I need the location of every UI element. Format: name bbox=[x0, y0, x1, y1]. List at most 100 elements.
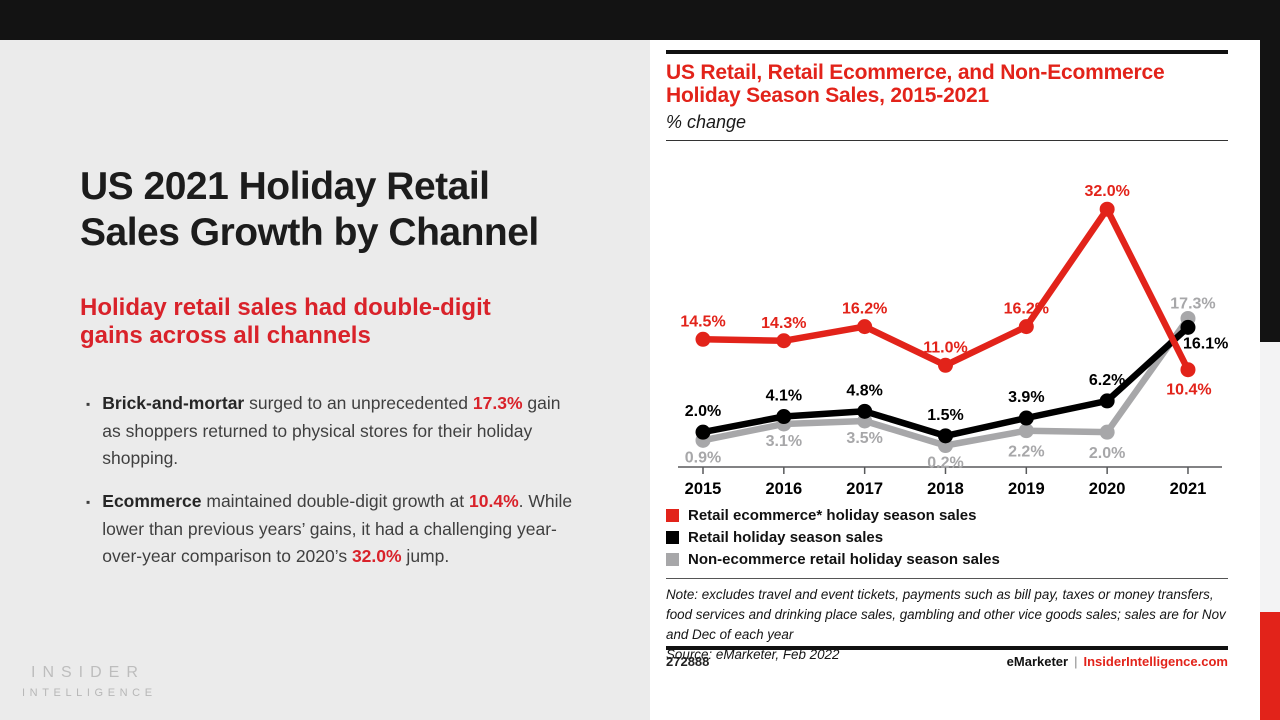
top-bar bbox=[0, 0, 1280, 40]
value-label: 11.0% bbox=[923, 339, 967, 356]
data-point bbox=[1099, 201, 1115, 217]
text-segment: 10.4% bbox=[469, 490, 519, 511]
data-point bbox=[1099, 393, 1115, 409]
value-label: 16.1% bbox=[1183, 335, 1228, 352]
slide-subtitle-line-2: gains across all channels bbox=[80, 322, 371, 350]
value-label: 3.1% bbox=[766, 433, 802, 450]
year-label: 2016 bbox=[765, 480, 802, 498]
year-label: 2017 bbox=[846, 480, 883, 498]
data-point bbox=[695, 331, 711, 347]
brand-site-link: InsiderIntelligence.com bbox=[1083, 654, 1229, 669]
text-segment: 17.3% bbox=[472, 393, 523, 413]
data-point bbox=[1180, 319, 1196, 335]
line-chart: 2015 2016 2017 2018 2019 2020 2021 0.9% 3.1% 3.5%… bbox=[678, 183, 1228, 498]
legend-label: Non-ecommerce retail holiday season sale… bbox=[688, 551, 1000, 568]
year-label: 2015 bbox=[685, 480, 722, 498]
data-point bbox=[776, 409, 792, 425]
logo-line-intelligence: INTELLIGENCE bbox=[22, 687, 157, 699]
value-label: 10.4% bbox=[1166, 382, 1211, 399]
bullet-item: ▪ Ecommerce maintained double-digit grow… bbox=[86, 488, 586, 571]
legend-item: Retail ecommerce* holiday season sales bbox=[666, 507, 1000, 524]
side-strip-black bbox=[1260, 40, 1280, 342]
year-label: 2019 bbox=[1008, 480, 1045, 498]
slide-subtitle-line-1: Holiday retail sales had double-digit bbox=[80, 294, 491, 321]
value-label: 16.2% bbox=[842, 301, 887, 318]
legend-label: Retail ecommerce* holiday season sales bbox=[688, 507, 977, 524]
data-point bbox=[1018, 410, 1034, 426]
value-label: 2.0% bbox=[1089, 445, 1125, 462]
value-label: 3.9% bbox=[1008, 389, 1044, 406]
legend-swatch-icon bbox=[666, 553, 679, 566]
text-segment: Ecommerce bbox=[102, 490, 202, 511]
legend-label: Retail holiday season sales bbox=[688, 529, 884, 546]
legend-item: Retail holiday season sales bbox=[666, 529, 1000, 546]
value-label: 32.0% bbox=[1084, 183, 1129, 200]
year-label: 2020 bbox=[1089, 480, 1126, 498]
value-label: 0.2% bbox=[927, 455, 963, 472]
chart-bottom-rule bbox=[666, 646, 1228, 650]
data-point bbox=[937, 428, 953, 444]
chart-header-rule bbox=[666, 140, 1228, 142]
side-strip-red bbox=[1260, 612, 1280, 720]
value-label: 6.2% bbox=[1089, 372, 1125, 389]
text-segment: maintained double-digit growth at bbox=[201, 490, 470, 511]
chart-legend: Retail ecommerce* holiday season sales Re… bbox=[666, 507, 1000, 573]
bullet-marker-icon: ▪ bbox=[86, 397, 91, 411]
text-segment: jump. bbox=[401, 546, 450, 567]
chart-title-line-1: US Retail, Retail Ecommerce, and Non-Eco… bbox=[666, 61, 1165, 84]
value-label: 17.3% bbox=[1170, 295, 1215, 312]
chart-panel bbox=[650, 40, 1260, 720]
note-text: Note: excludes travel and event tickets,… bbox=[666, 587, 1226, 643]
value-label: 16.2% bbox=[1004, 301, 1049, 318]
value-label: 3.5% bbox=[846, 430, 882, 447]
data-point bbox=[857, 403, 873, 419]
value-label: 1.5% bbox=[927, 407, 963, 424]
value-label: 14.3% bbox=[761, 315, 806, 332]
side-strip-gray bbox=[1260, 342, 1280, 612]
left-panel bbox=[0, 40, 650, 720]
text-segment: Brick-and-mortar bbox=[102, 393, 245, 413]
slide-title: US 2021 Holiday Retail Sales Growth by C… bbox=[80, 164, 640, 256]
chart-title: US Retail, Retail Ecommerce, and Non-Eco… bbox=[666, 61, 1228, 107]
source-text: Source: eMarketer, Feb 2022 bbox=[666, 647, 840, 663]
value-label: 0.9% bbox=[685, 449, 721, 466]
text-segment: 32.0% bbox=[351, 546, 402, 567]
bullet-item: ▪ Brick-and-mortar surged to an unpreced… bbox=[86, 390, 586, 473]
value-label: 2.2% bbox=[1008, 444, 1044, 461]
value-label: 2.0% bbox=[685, 403, 721, 420]
legend-swatch-icon bbox=[666, 531, 679, 544]
note-divider bbox=[666, 578, 1228, 579]
value-label: 4.1% bbox=[766, 388, 802, 405]
data-point bbox=[937, 357, 953, 373]
bullet-text: Brick-and-mortar surged to an unpreceden… bbox=[102, 390, 574, 473]
legend-item: Non-ecommerce retail holiday season sale… bbox=[666, 551, 1000, 568]
text-segment: surged to an unprecedented bbox=[244, 393, 473, 413]
legend-swatch-icon bbox=[666, 509, 679, 522]
insider-intelligence-logo: INSIDER INTELLIGENCE bbox=[22, 664, 157, 699]
slide-title-line-1: US 2021 Holiday Retail bbox=[80, 165, 490, 208]
chart-header: US Retail, Retail Ecommerce, and Non-Eco… bbox=[666, 50, 1228, 142]
bullet-text: Ecommerce maintained double-digit growth… bbox=[102, 488, 574, 571]
chart-id: 272888 bbox=[666, 654, 710, 669]
data-point bbox=[1180, 362, 1196, 378]
logo-line-insider: INSIDER bbox=[31, 664, 145, 681]
chart-unit-label: % change bbox=[666, 112, 747, 133]
data-point bbox=[1018, 319, 1034, 335]
chart-top-rule bbox=[666, 50, 1228, 54]
bullet-marker-icon: ▪ bbox=[86, 494, 91, 509]
text-segment: gain as shoppers returned to physical st… bbox=[102, 393, 561, 469]
data-point bbox=[857, 319, 873, 335]
data-point bbox=[1018, 423, 1034, 439]
brand-box: eMarketer | InsiderIntelligence.com bbox=[1007, 654, 1228, 669]
bullet-list: ▪ Brick-and-mortar surged to an unpreced… bbox=[86, 390, 586, 586]
chart-note: Note: excludes travel and event tickets,… bbox=[666, 585, 1238, 665]
year-label: 2021 bbox=[1170, 480, 1207, 498]
brand-separator: | bbox=[1074, 654, 1078, 669]
slide-title-line-2: Sales Growth by Channel bbox=[80, 211, 539, 255]
text-segment: . While lower than previous years’ gains… bbox=[102, 490, 573, 567]
year-label: 2018 bbox=[927, 480, 964, 498]
data-point bbox=[776, 333, 792, 349]
slide-subtitle: Holiday retail sales had double-digit ga… bbox=[80, 294, 600, 350]
value-label: 14.5% bbox=[680, 313, 725, 330]
